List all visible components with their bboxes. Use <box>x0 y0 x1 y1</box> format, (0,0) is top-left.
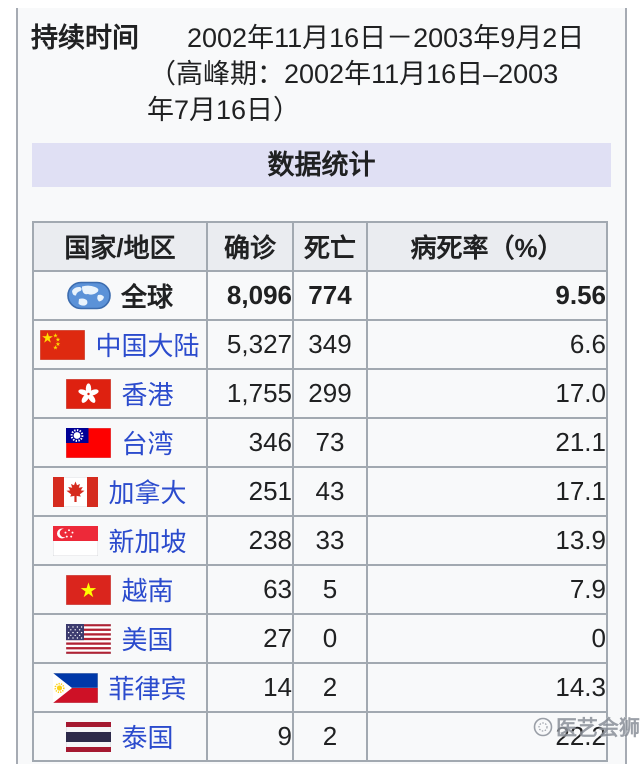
stats-table: 国家/地区 确诊 死亡 病死率（%） 全球 8,096 774 9.56 ★ ★ ★ … <box>32 221 608 762</box>
flag-taiwan-icon <box>66 427 112 458</box>
infobox-panel: 持续时间 2002年11月16日－2003年9月2日 （高峰期：2002年11月… <box>16 8 627 764</box>
confirmed-cell: 1,755 <box>206 368 294 419</box>
country-cell: 全球 <box>32 270 208 321</box>
deaths-cell: 43 <box>292 466 368 517</box>
confirmed-cell: 5,327 <box>206 319 294 370</box>
country-link[interactable]: 台湾 <box>121 429 174 459</box>
fatality-rate-cell: 9.56 <box>366 270 608 321</box>
confirmed-cell: 8,096 <box>206 270 294 321</box>
country-link[interactable]: 越南 <box>121 576 174 606</box>
table-header-row: 国家/地区 确诊 死亡 病死率（%） <box>32 221 608 272</box>
country-cell: ★ 越南 <box>32 564 208 615</box>
flag-china-icon: ★ ★ ★ ★ ★ <box>40 329 86 360</box>
deaths-cell: 299 <box>292 368 368 419</box>
globe-icon <box>67 281 111 310</box>
country-cell: 加拿大 <box>32 466 208 517</box>
fatality-rate-cell: 7.9 <box>366 564 608 615</box>
country-cell: 台湾 <box>32 417 208 468</box>
deaths-cell: 349 <box>292 319 368 370</box>
duration-line: （高峰期：2002年11月16日–2003 <box>149 59 559 89</box>
flag-vietnam-icon: ★ <box>66 574 112 605</box>
watermark: 医艺会狮 <box>532 712 640 742</box>
fatality-rate-cell: 21.1 <box>366 417 608 468</box>
flag-singapore-icon <box>53 525 99 556</box>
country-link[interactable]: 加拿大 <box>108 478 187 508</box>
deaths-cell: 774 <box>292 270 368 321</box>
fatality-rate-cell: 0 <box>366 613 608 664</box>
stats-tbody: 全球 8,096 774 9.56 ★ ★ ★ ★ ★ 中国大陆 5,327 349 6.6… <box>32 270 608 762</box>
country-link[interactable]: 泰国 <box>121 723 174 753</box>
svg-text:★: ★ <box>80 578 98 602</box>
country-cell: 美国 <box>32 613 208 664</box>
table-row: 新加坡 238 33 13.9 <box>32 515 608 566</box>
deaths-cell: 2 <box>292 711 368 762</box>
svg-text:★: ★ <box>53 332 58 339</box>
deaths-cell: 33 <box>292 515 368 566</box>
country-link[interactable]: 美国 <box>121 625 174 655</box>
table-row: 泰国 9 2 22.2 <box>32 711 608 762</box>
confirmed-cell: 251 <box>206 466 294 517</box>
table-row: 菲律宾 14 2 14.3 <box>32 662 608 713</box>
watermark-text: 医艺会狮 <box>556 717 640 740</box>
country-cell: ★ ★ ★ ★ ★ 中国大陆 <box>32 319 208 370</box>
fatality-rate-cell: 17.0 <box>366 368 608 419</box>
country-link[interactable]: 新加坡 <box>108 527 187 557</box>
country-cell: 泰国 <box>32 711 208 762</box>
table-row: 台湾 346 73 21.1 <box>32 417 608 468</box>
duration-label: 持续时间 <box>31 23 139 53</box>
svg-text:★: ★ <box>56 341 61 348</box>
flag-usa-icon <box>66 623 112 654</box>
duration-line: 2002年11月16日－2003年9月2日 <box>187 23 585 53</box>
fatality-rate-cell: 6.6 <box>366 319 608 370</box>
svg-text:★: ★ <box>42 330 55 346</box>
fatality-rate-cell: 14.3 <box>366 662 608 713</box>
duration-value: 2002年11月16日－2003年9月2日 （高峰期：2002年11月16日–2… <box>147 20 584 128</box>
table-row: 美国 27 0 0 <box>32 613 608 664</box>
flag-canada-icon <box>53 476 99 507</box>
fatality-rate-cell: 22.2 <box>366 711 608 762</box>
table-row: 香港 1,755 299 17.0 <box>32 368 608 419</box>
flag-philippines-icon <box>53 672 99 703</box>
deaths-cell: 73 <box>292 417 368 468</box>
country-link[interactable]: 菲律宾 <box>108 674 187 704</box>
duration-line: 年7月16日） <box>147 95 301 125</box>
fatality-rate-cell: 13.9 <box>366 515 608 566</box>
col-header-country: 国家/地区 <box>32 221 208 272</box>
confirmed-cell: 63 <box>206 564 294 615</box>
duration-row: 持续时间 2002年11月16日－2003年9月2日 （高峰期：2002年11月… <box>18 8 625 128</box>
table-row: 加拿大 251 43 17.1 <box>32 466 608 517</box>
col-header-deaths: 死亡 <box>292 221 368 272</box>
confirmed-cell: 346 <box>206 417 294 468</box>
col-header-fatality-rate: 病死率（%） <box>366 221 608 272</box>
svg-text:★: ★ <box>53 344 58 351</box>
table-row: 全球 8,096 774 9.56 <box>32 270 608 321</box>
flag-thailand-icon <box>66 721 112 752</box>
country-label: 全球 <box>120 282 173 312</box>
deaths-cell: 2 <box>292 662 368 713</box>
confirmed-cell: 238 <box>206 515 294 566</box>
col-header-confirmed: 确诊 <box>206 221 294 272</box>
table-row: ★ ★ ★ ★ ★ 中国大陆 5,327 349 6.6 <box>32 319 608 370</box>
country-cell: 菲律宾 <box>32 662 208 713</box>
table-row: ★ 越南 63 5 7.9 <box>32 564 608 615</box>
stats-section-header: 数据统计 <box>32 143 611 187</box>
confirmed-cell: 14 <box>206 662 294 713</box>
country-cell: 香港 <box>32 368 208 419</box>
confirmed-cell: 9 <box>206 711 294 762</box>
deaths-cell: 5 <box>292 564 368 615</box>
confirmed-cell: 27 <box>206 613 294 664</box>
lion-logo-icon <box>533 717 553 737</box>
country-cell: 新加坡 <box>32 515 208 566</box>
deaths-cell: 0 <box>292 613 368 664</box>
svg-text:★: ★ <box>56 336 61 343</box>
country-link[interactable]: 香港 <box>121 380 174 410</box>
flag-hong-kong-icon <box>66 378 112 409</box>
fatality-rate-cell: 17.1 <box>366 466 608 517</box>
country-link[interactable]: 中国大陆 <box>95 331 200 361</box>
